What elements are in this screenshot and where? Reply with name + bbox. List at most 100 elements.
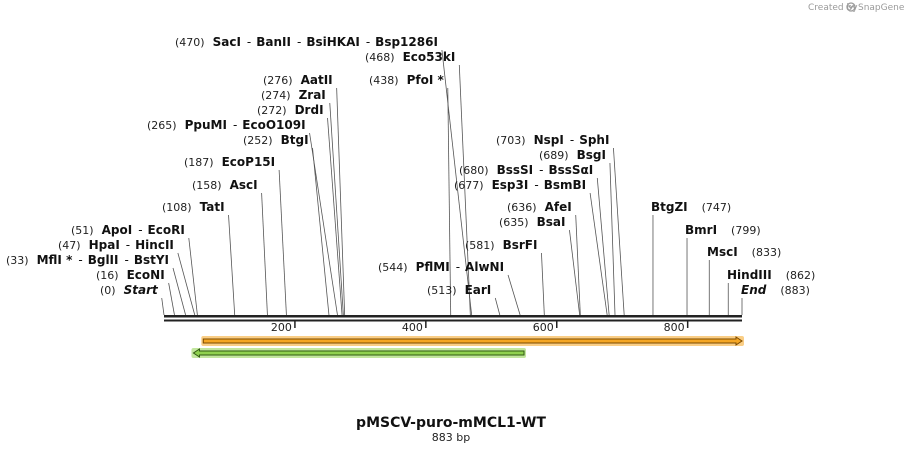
leader-line	[228, 214, 236, 316]
enzyme-name: PpuMI	[185, 118, 227, 132]
enzyme-name: BstYI	[134, 253, 169, 267]
green-feature-arrow	[192, 348, 525, 358]
site-position: (51)	[71, 224, 94, 237]
leader-line	[312, 147, 330, 316]
enzyme-name: EcoO109I	[242, 118, 305, 132]
site-position: (252)	[243, 134, 273, 147]
enzyme-name: AatII	[301, 73, 333, 87]
site-position: (158)	[192, 179, 222, 192]
site-position: (274)	[261, 89, 291, 102]
site-position: (581)	[465, 239, 495, 252]
site-position: (0)	[100, 284, 116, 297]
site-position: (883)	[780, 284, 810, 297]
site-label-apoi: (51) ApoI - EcoRI	[71, 223, 185, 237]
credit: Created by SnapGene	[808, 2, 905, 13]
enzyme-name: HindIII	[727, 268, 772, 282]
enzyme-name: TatI	[200, 200, 225, 214]
name-separator: -	[297, 35, 301, 49]
site-label-afei: (636) AfeI	[507, 200, 572, 214]
leader-line	[278, 169, 287, 316]
site-label-msci: MscI (833)	[707, 245, 781, 259]
leader-line	[336, 87, 346, 316]
enzyme-name: AfeI	[545, 200, 572, 214]
site-position: (33)	[6, 254, 29, 267]
site-label-nspi: (703) NspI - SphI	[496, 133, 609, 147]
plasmid-name: pMSCV-puro-mMCL1-WT	[356, 415, 546, 431]
enzyme-name: BssSαI	[548, 163, 593, 177]
enzyme-name: BsiHKAI	[306, 35, 360, 49]
site-label-drdi: (272) DrdI	[257, 103, 324, 117]
site-position: (468)	[365, 51, 395, 64]
leader-line	[507, 274, 521, 316]
leader-line	[447, 87, 452, 316]
tick-label: 200	[271, 321, 292, 334]
site-label-pfoi: (438) PfoI *	[369, 73, 444, 87]
plasmid-length: 883 bp	[432, 431, 470, 444]
name-separator: -	[570, 133, 574, 147]
leader-line	[541, 252, 545, 316]
site-labels: (470) SacI - BanII - BsiHKAI - Bsp1286I(468) Eco…	[6, 35, 815, 297]
credit-brand: SnapGene	[858, 3, 905, 13]
site-position: (544)	[378, 261, 408, 274]
enzyme-name: EcoRI	[148, 223, 185, 237]
site-label-hpai: (47) HpaI - HincII	[58, 238, 174, 252]
name-separator: -	[539, 163, 543, 177]
site-position: (833)	[752, 246, 782, 259]
site-label-eco53: (468) Eco53kI	[365, 50, 455, 64]
site-position: (187)	[184, 156, 214, 169]
tick-label: 800	[664, 321, 685, 334]
leader-line	[458, 64, 471, 316]
site-position: (272)	[257, 104, 287, 117]
site-label-bsai: (635) BsaI	[499, 215, 565, 229]
leader-line	[575, 214, 581, 316]
leader-line	[161, 297, 165, 316]
site-label-sac: (470) SacI - BanII - BsiHKAI - Bsp1286I	[175, 35, 438, 49]
enzyme-name: MscI	[707, 245, 738, 259]
site-label-bsrfi: (581) BsrFI	[465, 238, 537, 252]
enzyme-name: BtgI	[281, 133, 309, 147]
site-position: (636)	[507, 201, 537, 214]
name-separator: -	[247, 35, 251, 49]
enzyme-name: End	[741, 283, 767, 297]
leader-line	[172, 267, 186, 316]
name-separator: -	[233, 118, 237, 132]
site-position: (862)	[786, 269, 816, 282]
enzyme-name: SacI	[213, 35, 241, 49]
site-label-econi: (16) EcoNI	[96, 268, 165, 282]
enzyme-name: PflMI	[416, 260, 450, 274]
sequence-backbone	[164, 315, 742, 322]
site-position: (276)	[263, 74, 293, 87]
name-separator: -	[126, 238, 130, 252]
site-position: (108)	[162, 201, 192, 214]
enzyme-name: EcoNI	[127, 268, 165, 282]
site-leader-lines	[161, 49, 743, 316]
leader-line	[589, 192, 608, 316]
leader-line	[261, 192, 268, 316]
tick-label: 400	[402, 321, 423, 334]
leader-line	[327, 117, 343, 316]
enzyme-name: SphI	[579, 133, 609, 147]
axis-ticks: 200 400 600 800	[271, 321, 689, 334]
site-label-ecop15i: (187) EcoP15I	[184, 155, 275, 169]
name-separator: -	[138, 223, 142, 237]
enzyme-name: Esp3I	[492, 178, 529, 192]
site-label-btgzi: BtgZI (747)	[651, 200, 731, 214]
site-position: (799)	[731, 224, 761, 237]
name-separator: -	[124, 253, 128, 267]
enzyme-name: PfoI *	[407, 73, 445, 87]
enzyme-name: BanII	[256, 35, 291, 49]
enzyme-name: BtgZI	[651, 200, 688, 214]
leader-line	[329, 102, 344, 316]
site-label-mfli: (33) MflI * - BglII - BstYI	[6, 253, 169, 267]
enzyme-name: AscI	[230, 178, 258, 192]
enzyme-name: EcoP15I	[222, 155, 276, 169]
enzyme-name: BsgI	[577, 148, 606, 162]
feature-track	[191, 336, 744, 358]
name-separator: -	[78, 253, 82, 267]
enzyme-name: ZraI	[299, 88, 326, 102]
leader-line	[441, 49, 473, 316]
site-label-bmri: BmrI (799)	[685, 223, 761, 237]
leader-line	[177, 252, 196, 316]
name-separator: -	[366, 35, 370, 49]
